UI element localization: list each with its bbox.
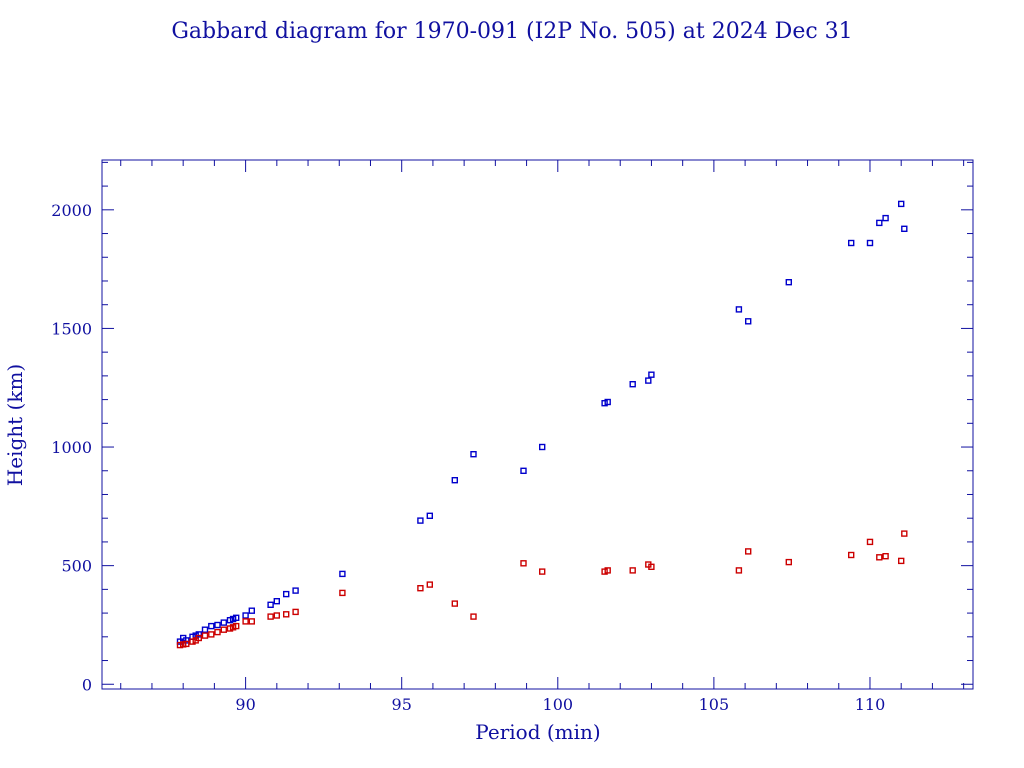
y-tick-label: 1500	[51, 319, 92, 338]
apogee-point	[232, 614, 240, 621]
perigee-point	[417, 585, 424, 592]
perigee-point	[283, 611, 290, 618]
apogee-point	[426, 512, 433, 519]
apogee-point	[201, 626, 209, 633]
apogee-point	[248, 607, 256, 614]
perigee-point	[470, 613, 477, 620]
apogee-point	[645, 377, 652, 384]
perigee-point	[785, 558, 792, 566]
apogee-point	[242, 612, 249, 619]
apogee-point	[604, 398, 611, 406]
perigee-point	[214, 628, 221, 636]
perigee-point	[882, 553, 889, 560]
perigee-point	[242, 618, 249, 625]
perigee-point	[866, 538, 874, 546]
apogee-point	[520, 467, 527, 474]
apogee-point	[876, 219, 883, 227]
perigee-point	[520, 560, 527, 567]
apogee-point	[283, 590, 290, 598]
perigee-point	[604, 567, 611, 574]
perigee-point	[195, 634, 203, 642]
perigee-point	[848, 551, 855, 559]
y-tick-label: 0	[82, 675, 92, 694]
apogee-point	[220, 619, 228, 626]
perigee-point	[273, 612, 280, 619]
x-tick-label: 100	[543, 695, 574, 714]
y-tick-label: 1000	[51, 438, 92, 457]
plot-frame	[101, 159, 974, 690]
perigee-point	[292, 608, 299, 616]
perigee-point	[898, 557, 905, 565]
apogee-point	[470, 451, 477, 458]
apogee-point	[848, 239, 855, 247]
perigee-point	[208, 631, 215, 638]
perigee-point	[267, 613, 274, 620]
perigee-point	[426, 581, 433, 588]
apogee-point	[273, 598, 280, 605]
chart-title: Gabbard diagram for 1970-091 (I2P No. 50…	[171, 19, 852, 44]
perigee-point	[629, 567, 636, 574]
apogee-point	[629, 381, 636, 388]
apogee-point	[898, 200, 905, 208]
x-tick-label: 105	[699, 695, 730, 714]
y-tick-label: 500	[61, 557, 92, 576]
perigee-point	[539, 568, 546, 575]
apogee-point	[866, 239, 874, 247]
apogee-point	[339, 570, 346, 578]
apogee-point	[882, 214, 889, 222]
apogee-point	[417, 517, 424, 524]
perigee-point	[648, 563, 655, 570]
perigee-point	[745, 548, 752, 555]
perigee-point	[339, 589, 346, 597]
apogee-point	[785, 279, 792, 286]
apogee-point	[745, 318, 752, 325]
apogee-point	[267, 601, 274, 608]
data-points	[176, 200, 908, 649]
perigee-point	[735, 567, 743, 574]
x-tick-label: 110	[855, 695, 886, 714]
apogee-point	[648, 371, 655, 378]
x-tick-label: 90	[235, 695, 255, 714]
perigee-point	[220, 626, 228, 633]
y-axis-label: Height (km)	[3, 364, 27, 486]
apogee-point	[214, 621, 221, 629]
apogee-point	[901, 225, 908, 233]
apogee-point	[195, 631, 203, 638]
x-tick-label: 95	[392, 695, 412, 714]
perigee-point	[901, 530, 908, 537]
perigee-point	[248, 618, 256, 625]
perigee-point	[232, 622, 240, 630]
axis-ticks: 90 95 100 105 110 0 500 1000 1500 2000	[51, 160, 973, 714]
apogee-point	[539, 443, 546, 451]
perigee-point	[201, 632, 209, 639]
perigee-point	[183, 640, 190, 648]
x-axis-label: Period (min)	[475, 720, 600, 744]
apogee-point	[292, 587, 299, 594]
y-tick-label: 2000	[51, 201, 92, 220]
apogee-point	[451, 477, 458, 484]
perigee-point	[876, 554, 883, 561]
apogee-point	[735, 306, 743, 313]
apogee-point	[208, 622, 215, 630]
perigee-point	[451, 600, 458, 607]
